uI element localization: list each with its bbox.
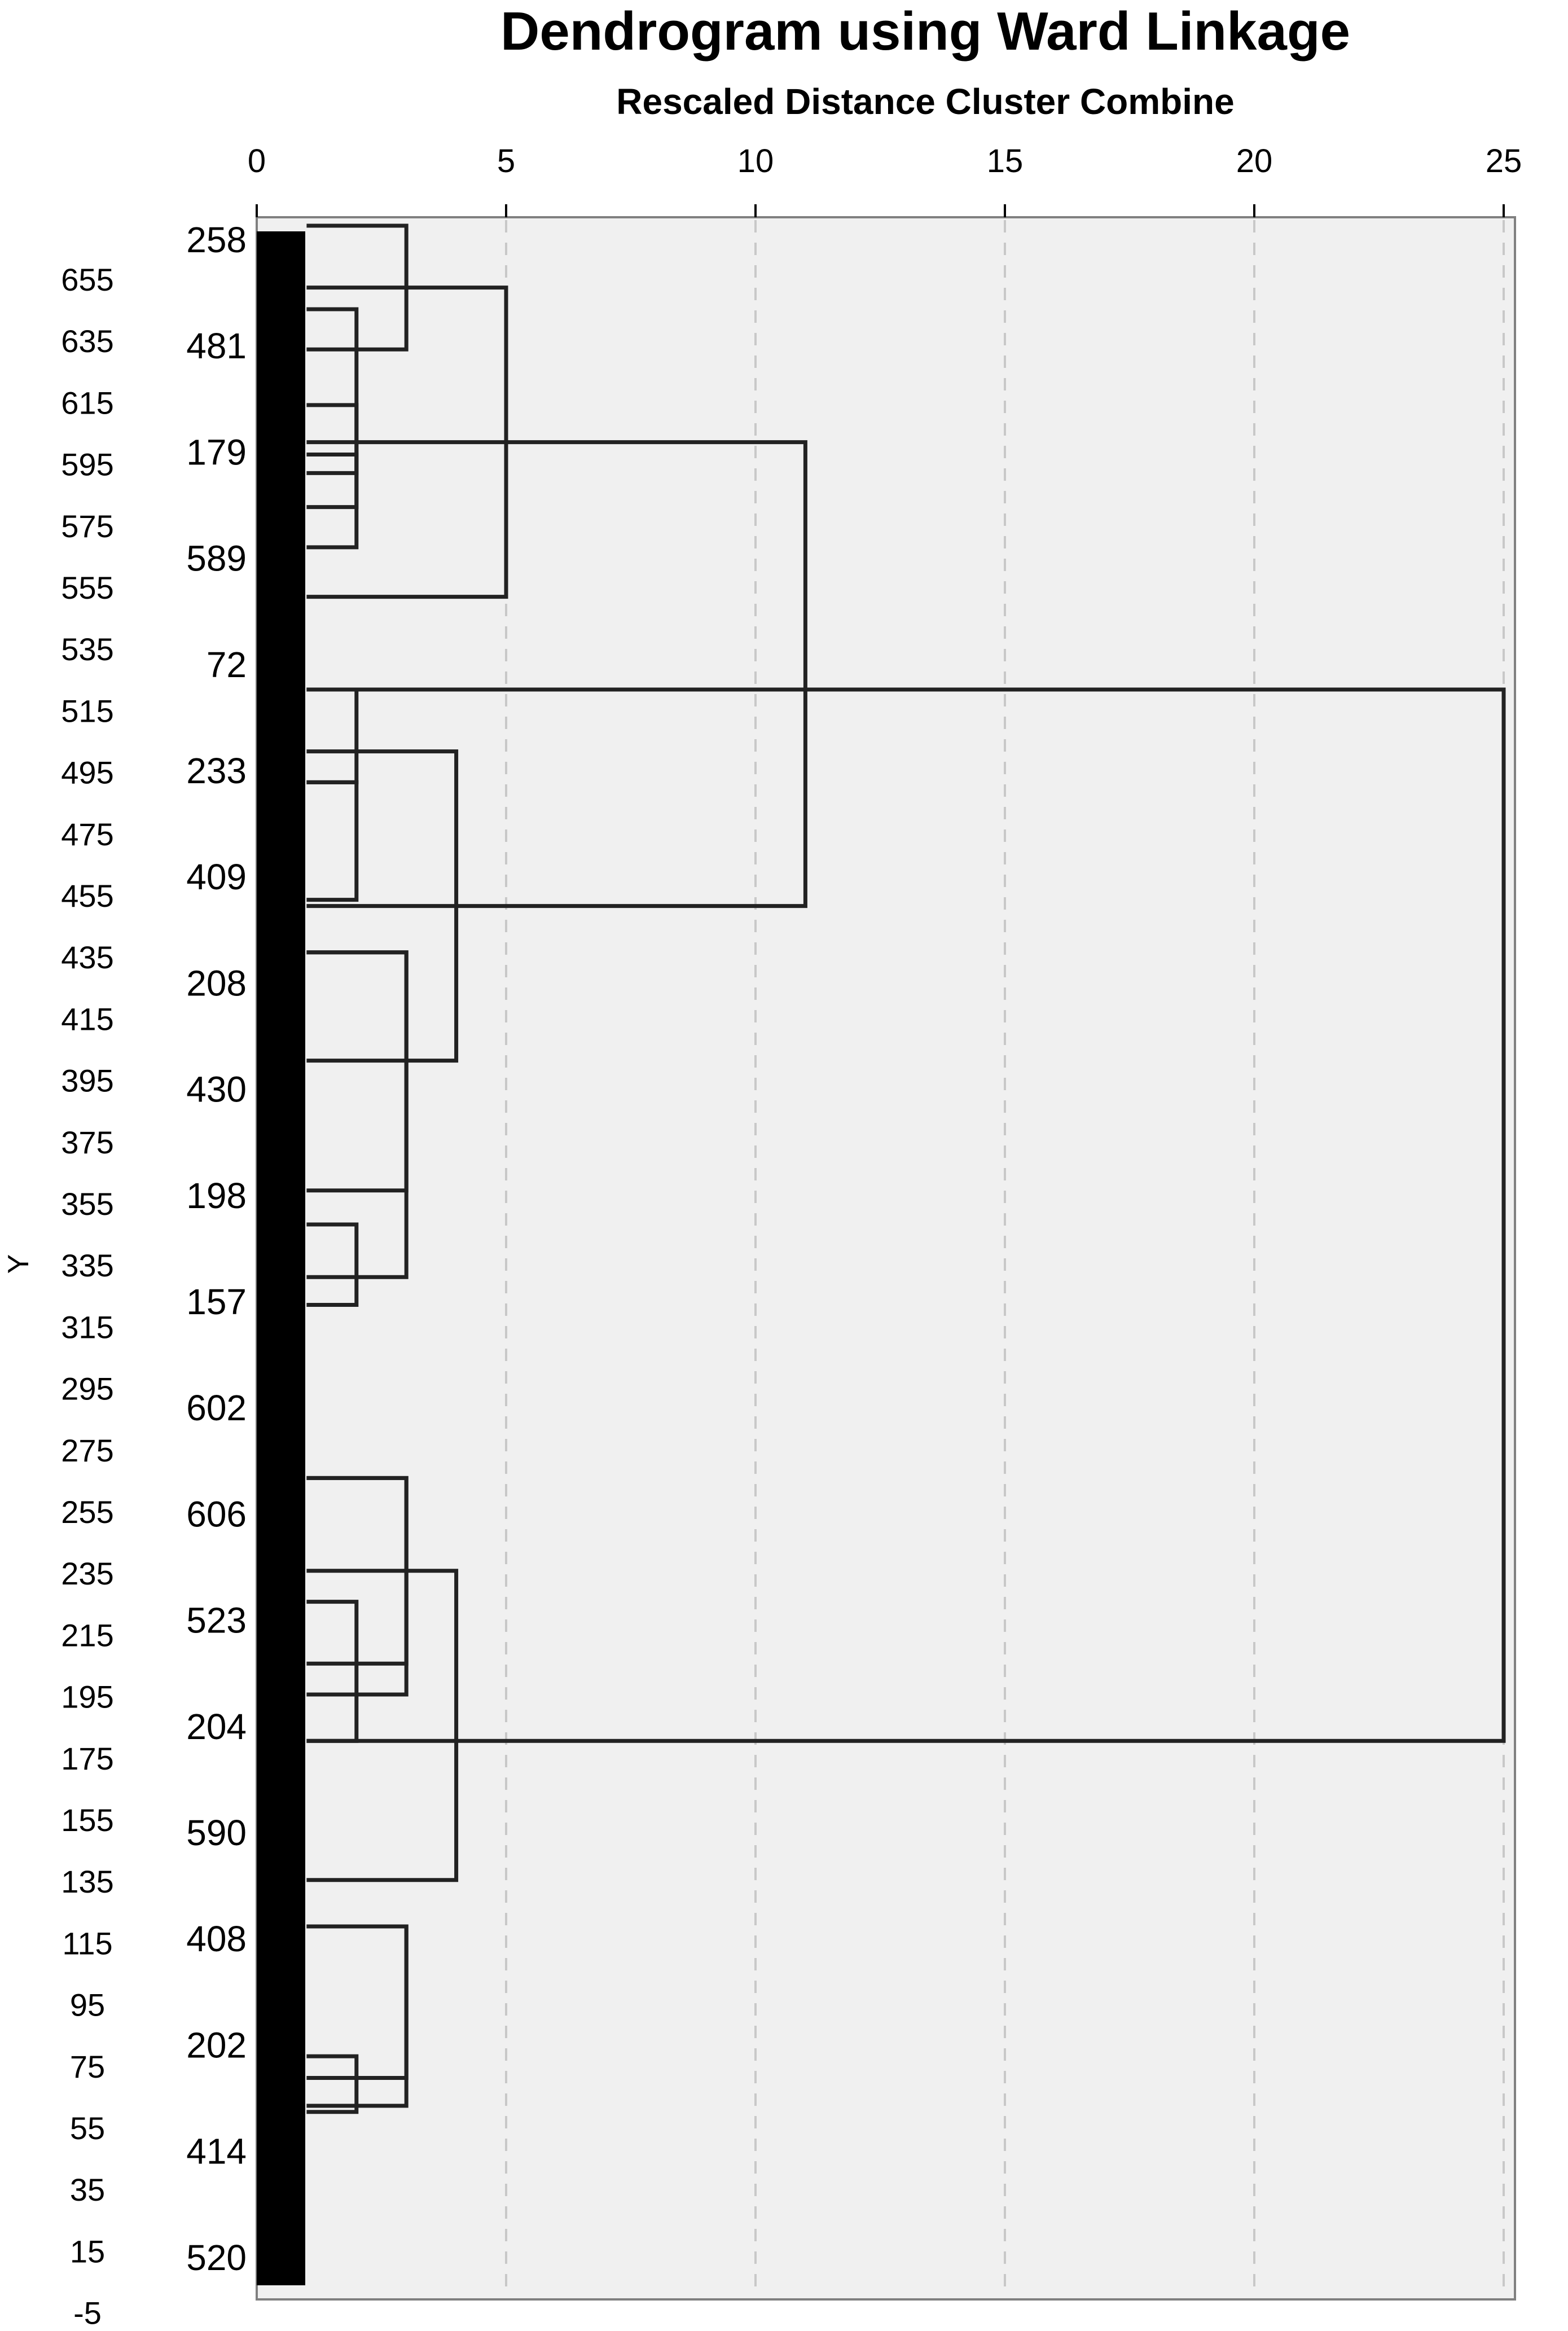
y-tick-label: 75	[70, 2049, 105, 2084]
dendrogram-merge	[306, 687, 1506, 1743]
y-tick-label: 155	[61, 1802, 113, 1838]
y-tick-label: -5	[73, 2295, 102, 2331]
leaf-labels: 258 481 179 589 72 233 409 208 430 198 157 602 606 52…	[186, 220, 247, 2278]
leaf-label: 233	[186, 750, 247, 791]
y-tick-label: 395	[61, 1063, 113, 1099]
y-tick-label: 375	[61, 1125, 113, 1160]
y-tick-label: 315	[61, 1309, 113, 1345]
leaf-bar	[257, 231, 305, 2285]
dendrogram-merge	[306, 2054, 359, 2114]
leaf-label: 72	[207, 644, 247, 685]
leaf-label: 198	[186, 1175, 247, 1216]
y-tick-label: 475	[61, 816, 113, 852]
y-tick-label: 135	[61, 1864, 113, 1899]
x-tick-label: 10	[737, 143, 774, 179]
leaf-label: 430	[186, 1069, 247, 1110]
y-tick-label: 635	[61, 323, 113, 359]
leaf-label: 590	[186, 1812, 247, 1853]
chart-title: Dendrogram using Ward Linkage	[500, 1, 1350, 62]
dendrogram-merge	[306, 1222, 359, 1307]
chart-subtitle: Rescaled Distance Cluster Combine	[616, 81, 1234, 122]
x-tick-label: 20	[1236, 143, 1273, 179]
leaf-label: 523	[186, 1600, 247, 1641]
leaf-label: 157	[186, 1281, 247, 1322]
x-tick-label: 25	[1486, 143, 1522, 179]
leaf-label: 481	[186, 326, 247, 366]
leaf-label: 258	[186, 220, 247, 260]
y-tick-label: 35	[70, 2172, 105, 2207]
y-tick-label: 435	[61, 940, 113, 975]
leaf-label: 602	[186, 1388, 247, 1428]
dendrogram-merge	[306, 453, 359, 550]
y-tick-label: 555	[61, 570, 113, 605]
y-tick-label: 195	[61, 1679, 113, 1715]
leaf-label: 179	[186, 432, 247, 472]
leaf-label: 204	[186, 1706, 247, 1747]
y-axis-label: Y	[2, 1254, 35, 1274]
y-tick-label: 235	[61, 1556, 113, 1591]
y-tick-label: 495	[61, 755, 113, 791]
x-axis-ticks: 0 5 10 15 20 25	[248, 143, 1522, 217]
y-tick-label: 355	[61, 1186, 113, 1222]
y-axis-ticks: 655 635 615 595 575 555 535 515 495 475 455 435 415 3…	[61, 262, 113, 2331]
y-tick-label: 515	[61, 693, 113, 728]
leaf-label: 606	[186, 1494, 247, 1534]
y-tick-label: 455	[61, 878, 113, 914]
y-tick-label: 415	[61, 1001, 113, 1037]
y-tick-label: 55	[70, 2110, 105, 2146]
leaf-label: 589	[186, 538, 247, 579]
y-tick-label: 215	[61, 1617, 113, 1653]
leaf-label: 202	[186, 2025, 247, 2065]
y-tick-label: 535	[61, 631, 113, 667]
dendrogram-merge	[306, 440, 807, 908]
y-tick-label: 275	[61, 1433, 113, 1468]
dendrogram-merge	[306, 307, 359, 475]
y-tick-label: 655	[61, 262, 113, 297]
y-tick-label: 255	[61, 1494, 113, 1530]
y-tick-label: 175	[61, 1741, 113, 1776]
dendrogram-branches	[306, 223, 1506, 2114]
leaf-label: 208	[186, 963, 247, 1003]
dendrogram-merge	[306, 950, 409, 1279]
y-tick-label: 595	[61, 447, 113, 482]
y-tick-label: 335	[61, 1248, 113, 1283]
dendrogram-merge	[306, 1569, 459, 1882]
x-tick-label: 0	[248, 143, 266, 179]
leaf-label: 408	[186, 1919, 247, 1959]
y-tick-label: 115	[62, 1925, 112, 1961]
y-tick-label: 15	[70, 2233, 105, 2269]
y-tick-label: 575	[61, 508, 113, 544]
leaf-label: 409	[186, 857, 247, 897]
y-tick-label: 615	[61, 385, 113, 420]
leaf-label: 520	[186, 2237, 247, 2278]
dendrogram-merge	[306, 1924, 409, 2080]
x-tick-label: 5	[497, 143, 515, 179]
y-tick-label: 95	[70, 1987, 105, 2023]
leaf-label: 414	[186, 2131, 247, 2172]
x-tick-label: 15	[987, 143, 1024, 179]
y-tick-label: 295	[61, 1371, 113, 1407]
plot-area	[256, 216, 1516, 2301]
dendrogram-merge	[306, 780, 359, 902]
